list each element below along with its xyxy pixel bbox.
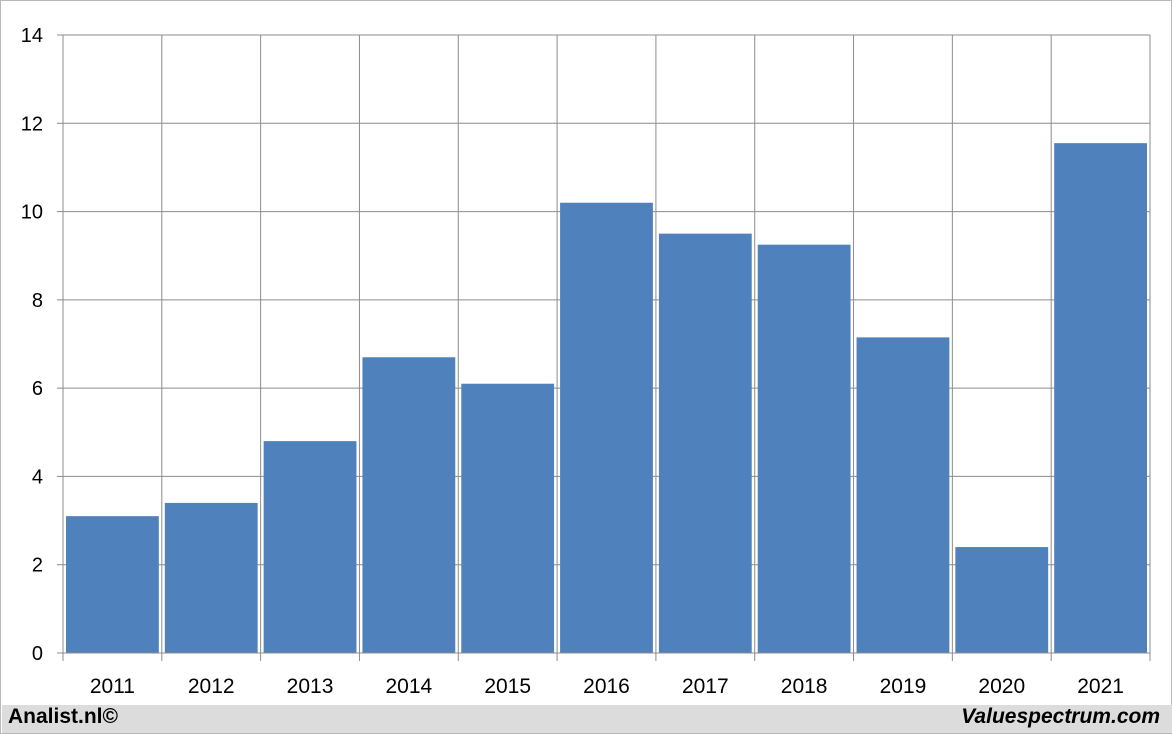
bar-2015 [461,383,555,653]
x-axis-ticks: 2011 2012 2013 2014 2015 2016 2017 2018 2019 2020… [90,675,1124,698]
x-tick-label: 2017 [682,675,729,698]
bar-2017 [658,233,752,653]
bar-2018 [757,244,851,653]
footer-bar: Analist.nl© Valuespectrum.com [2,705,1172,733]
y-tick-label: 10 [21,202,43,224]
axes [57,34,1150,654]
y-tick-label: 6 [32,378,43,400]
x-tick-label: 2020 [978,675,1025,698]
x-tick-label: 2015 [484,675,531,698]
bar-2012 [164,502,258,653]
footer-source-right: Valuespectrum.com [961,705,1160,728]
y-tick-label: 4 [32,466,43,488]
bar-2011 [66,516,159,653]
bar-2021 [1054,143,1147,653]
y-tick-label: 0 [32,643,43,665]
bar-2013 [263,441,357,653]
bar-2016 [560,202,653,653]
bar-chart: 0 2 4 6 8 10 12 14 2011 2012 2013 2014 2015 2016 2017… [21,25,1151,698]
bar-2014 [362,357,456,653]
x-tick-label: 2019 [880,675,927,698]
y-axis-ticks: 0 2 4 6 8 10 12 14 [21,25,43,665]
y-tick-label: 12 [21,113,43,135]
y-tick-label: 8 [32,290,43,312]
x-tick-label: 2012 [188,675,235,698]
footer-source-left: Analist.nl© [8,705,118,728]
y-tick-label: 14 [21,25,43,47]
y-tick-label: 2 [32,555,43,577]
x-tick-label: 2011 [90,675,135,698]
x-tick-label: 2014 [386,675,433,698]
x-tick-label: 2021 [1077,675,1124,698]
bar-2019 [856,337,950,653]
x-tick-label: 2016 [583,675,630,698]
bar-2020 [955,547,1049,653]
x-tick-label: 2013 [287,675,334,698]
bars [66,143,1147,653]
x-tick-label: 2018 [781,675,828,698]
